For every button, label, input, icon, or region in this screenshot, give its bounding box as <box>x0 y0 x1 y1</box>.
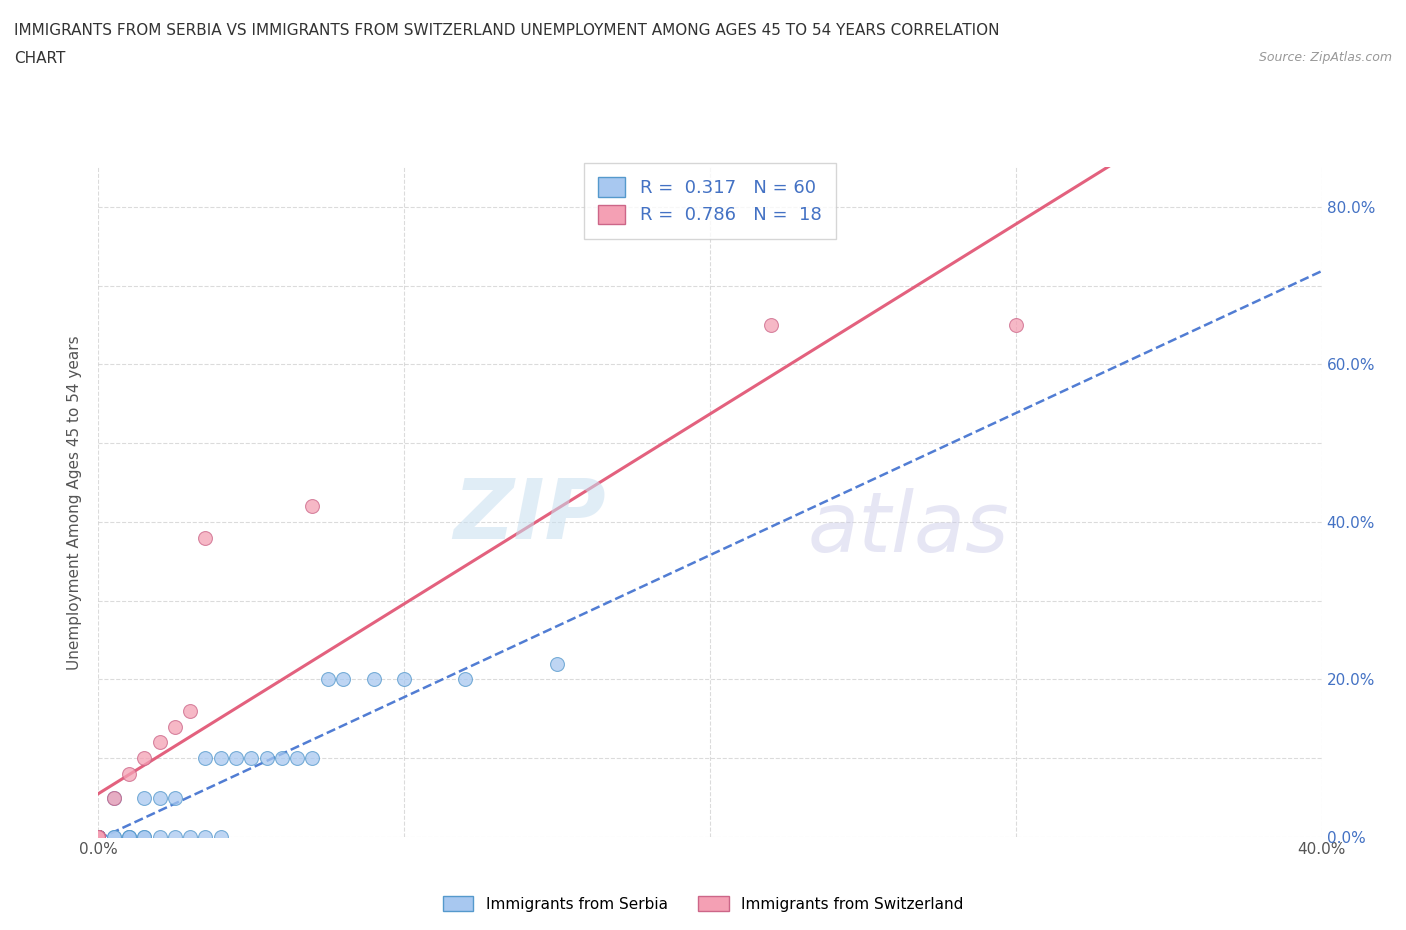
Point <box>87 830 110 844</box>
Point <box>1004 317 1026 332</box>
Point <box>103 830 125 844</box>
Point <box>363 672 385 687</box>
Point <box>163 790 186 805</box>
Point <box>87 830 110 844</box>
Legend: Immigrants from Serbia, Immigrants from Switzerland: Immigrants from Serbia, Immigrants from … <box>437 889 969 918</box>
Point <box>87 830 110 844</box>
Point <box>87 830 110 844</box>
Point <box>87 830 110 844</box>
Point <box>285 751 308 765</box>
Point <box>759 317 782 332</box>
Point <box>163 719 186 734</box>
Point <box>87 830 110 844</box>
Point <box>179 830 201 844</box>
Point <box>87 830 110 844</box>
Point <box>87 830 110 844</box>
Point <box>103 790 125 805</box>
Point <box>179 703 201 718</box>
Point <box>240 751 263 765</box>
Point <box>87 830 110 844</box>
Point <box>392 672 416 687</box>
Point <box>87 830 110 844</box>
Point <box>225 751 247 765</box>
Point <box>270 751 292 765</box>
Point <box>134 830 156 844</box>
Point <box>87 830 110 844</box>
Point <box>163 830 186 844</box>
Point <box>134 830 156 844</box>
Point <box>118 830 141 844</box>
Point <box>134 751 156 765</box>
Point <box>87 830 110 844</box>
Point <box>87 830 110 844</box>
Point <box>87 830 110 844</box>
Point <box>316 672 339 687</box>
Text: atlas: atlas <box>808 488 1010 569</box>
Point <box>118 830 141 844</box>
Point <box>87 830 110 844</box>
Point <box>301 498 323 513</box>
Point <box>103 790 125 805</box>
Point <box>87 830 110 844</box>
Point <box>87 830 110 844</box>
Point <box>194 751 217 765</box>
Point <box>87 830 110 844</box>
Point <box>209 830 232 844</box>
Point <box>454 672 477 687</box>
Point <box>87 830 110 844</box>
Point <box>87 830 110 844</box>
Point <box>87 830 110 844</box>
Point <box>103 830 125 844</box>
Point <box>87 830 110 844</box>
Text: ZIP: ZIP <box>453 475 606 556</box>
Point <box>546 657 568 671</box>
Point <box>118 830 141 844</box>
Legend: R =  0.317   N = 60, R =  0.786   N =  18: R = 0.317 N = 60, R = 0.786 N = 18 <box>583 163 837 239</box>
Point <box>87 830 110 844</box>
Point <box>194 530 217 545</box>
Point <box>87 830 110 844</box>
Point <box>87 830 110 844</box>
Point <box>87 830 110 844</box>
Point <box>87 830 110 844</box>
Point <box>87 830 110 844</box>
Point <box>87 830 110 844</box>
Point <box>87 830 110 844</box>
Point <box>87 830 110 844</box>
Y-axis label: Unemployment Among Ages 45 to 54 years: Unemployment Among Ages 45 to 54 years <box>67 335 83 670</box>
Point <box>209 751 232 765</box>
Point <box>87 830 110 844</box>
Point <box>149 790 172 805</box>
Point <box>118 766 141 781</box>
Text: IMMIGRANTS FROM SERBIA VS IMMIGRANTS FROM SWITZERLAND UNEMPLOYMENT AMONG AGES 45: IMMIGRANTS FROM SERBIA VS IMMIGRANTS FRO… <box>14 23 1000 38</box>
Point <box>332 672 354 687</box>
Point <box>87 830 110 844</box>
Point <box>301 751 323 765</box>
Text: CHART: CHART <box>14 51 66 66</box>
Text: Source: ZipAtlas.com: Source: ZipAtlas.com <box>1258 51 1392 64</box>
Point <box>194 830 217 844</box>
Point <box>149 735 172 750</box>
Point <box>87 830 110 844</box>
Point <box>87 830 110 844</box>
Point <box>134 790 156 805</box>
Point <box>149 830 172 844</box>
Point <box>256 751 278 765</box>
Point <box>87 830 110 844</box>
Point <box>87 830 110 844</box>
Point <box>87 830 110 844</box>
